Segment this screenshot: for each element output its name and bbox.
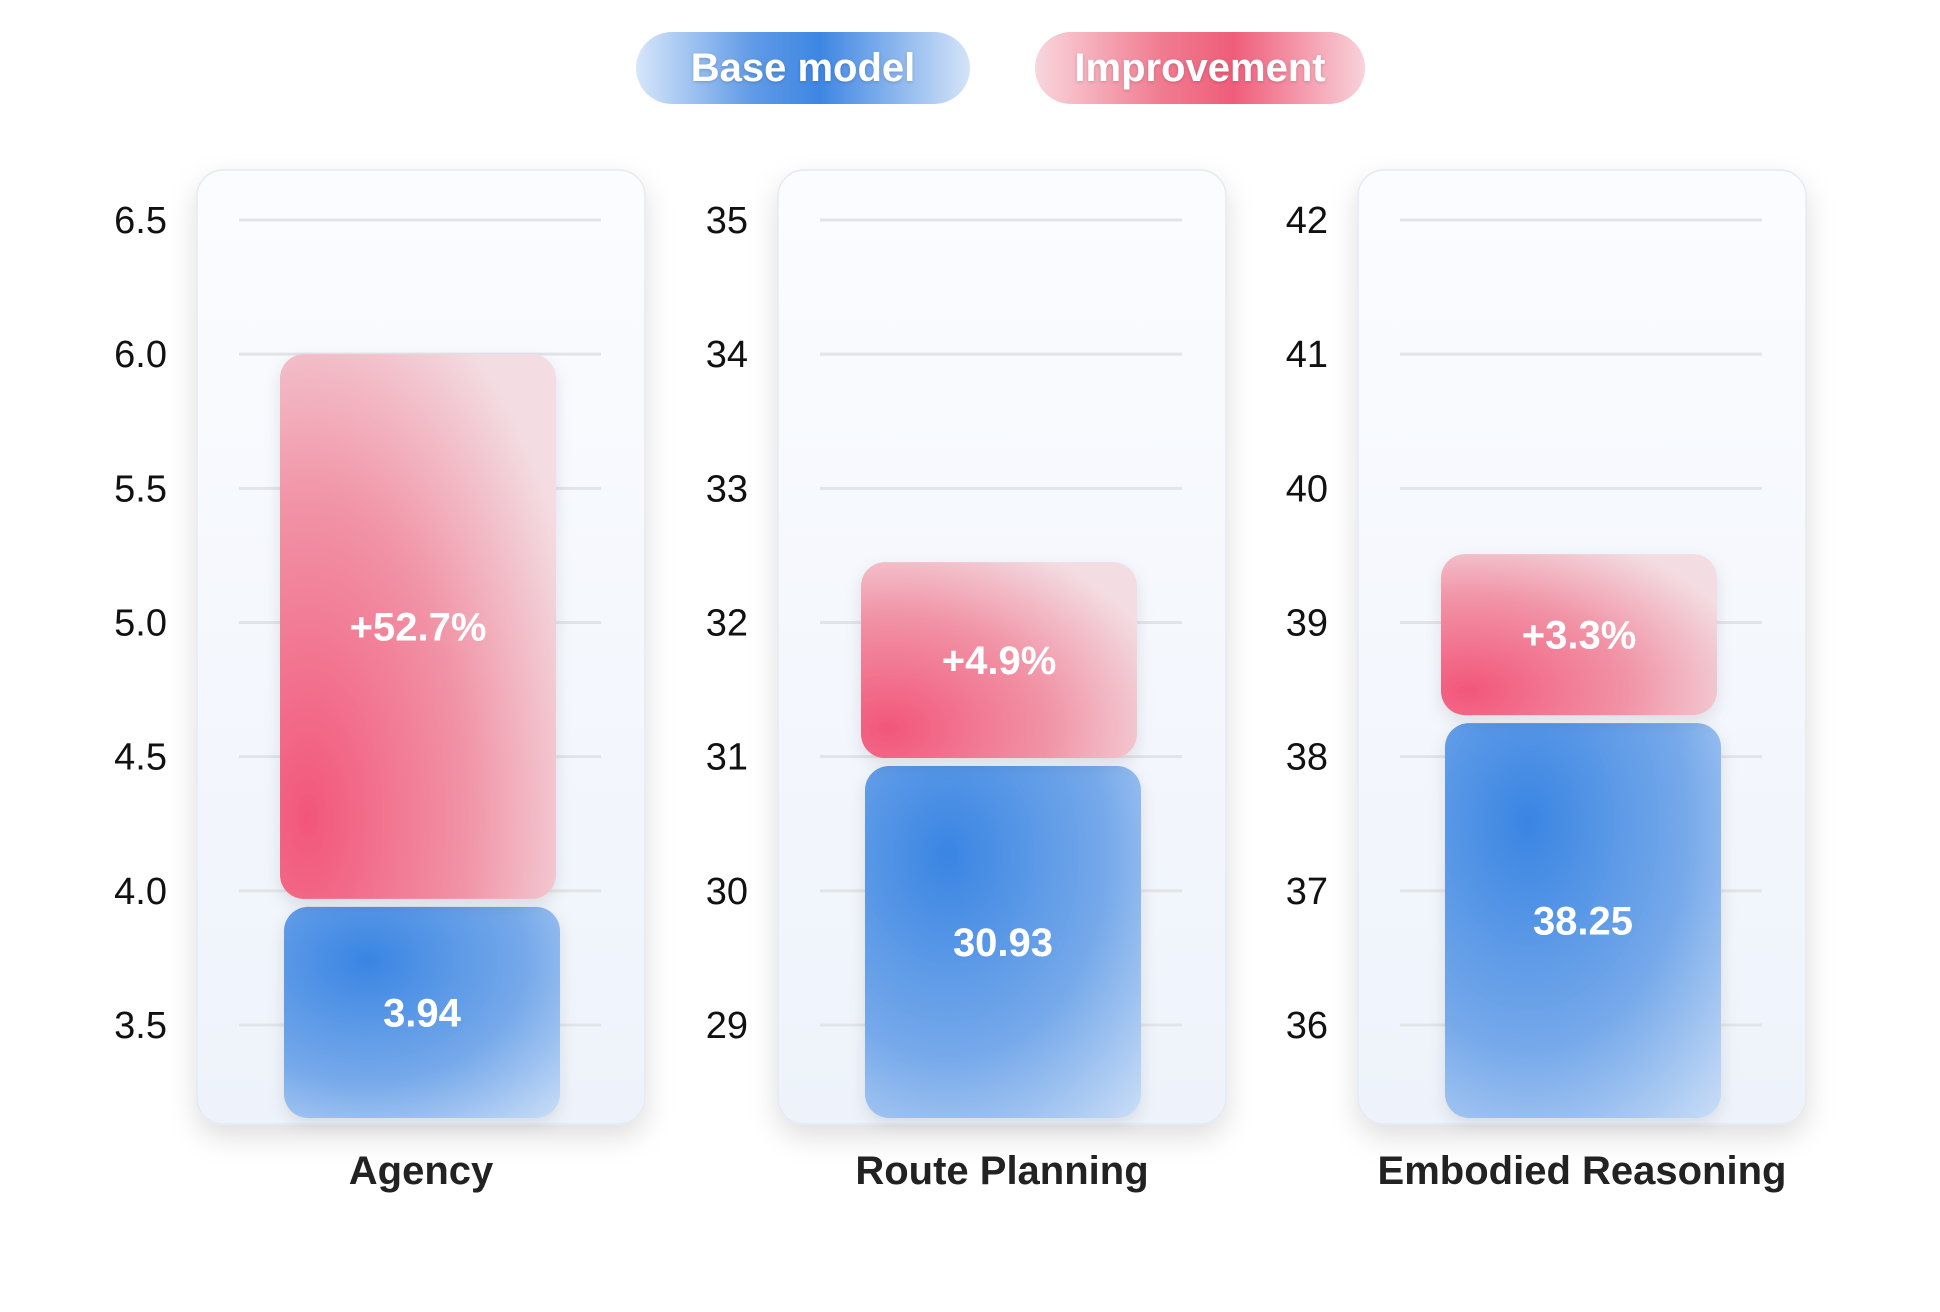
y-tick-label: 38 [1286, 737, 1328, 779]
y-tick-label: 6.5 [114, 200, 167, 242]
bar-base-model [865, 766, 1141, 1118]
y-tick-label: 32 [706, 603, 748, 645]
y-tick-label: 29 [706, 1005, 748, 1047]
y-tick-label: 6.0 [114, 334, 167, 376]
legend: Base model Improvement [0, 32, 1940, 106]
data-label-base-model: 3.94 [383, 991, 462, 1035]
y-tick-label: 5.5 [114, 468, 167, 510]
y-tick-label: 41 [1286, 334, 1328, 376]
y-tick-label: 4.5 [114, 737, 167, 779]
y-tick-label: 33 [706, 468, 748, 510]
y-tick-label: 34 [706, 334, 748, 376]
data-label-base-model: 30.93 [953, 921, 1053, 965]
y-tick-label: 30 [706, 871, 748, 913]
category-label: Embodied Reasoning [1378, 1149, 1787, 1193]
bar-improvement [861, 562, 1137, 759]
y-tick-label: 3.5 [114, 1005, 167, 1047]
bar-improvement [1441, 554, 1717, 716]
y-tick-label: 4.0 [114, 871, 167, 913]
y-tick-label: 37 [1286, 871, 1328, 913]
category-label: Route Planning [855, 1149, 1148, 1193]
data-label-base-model: 38.25 [1533, 900, 1633, 944]
y-tick-label: 39 [1286, 603, 1328, 645]
legend-base-model: Base model [636, 32, 970, 104]
chart-agency: 6.5 6.0 5.5 5.0 4.5 4.0 3.5 3.94 +52.7% Agency [114, 169, 646, 1193]
y-tick-label: 5.0 [114, 603, 167, 645]
y-tick-label: 40 [1286, 468, 1328, 510]
chart-route-planning: 35 34 33 32 31 30 29 30.93 +4.9% Route Planning [706, 169, 1227, 1193]
bar-base-model [1445, 723, 1721, 1118]
legend-improvement: Improvement [1035, 32, 1365, 104]
category-label: Agency [349, 1149, 494, 1193]
y-tick-label: 36 [1286, 1005, 1328, 1047]
data-label-improvement: +4.9% [942, 639, 1057, 683]
bar-improvement [280, 354, 556, 899]
y-tick-label: 42 [1286, 200, 1328, 242]
y-tick-label: 35 [706, 200, 748, 242]
data-label-improvement: +52.7% [350, 606, 487, 650]
chart-embodied-reasoning: 42 41 40 39 38 37 36 38.25 +3.3% Embodied Reasoni… [1286, 169, 1807, 1193]
y-tick-label: 31 [706, 737, 748, 779]
data-label-improvement: +3.3% [1522, 614, 1637, 658]
bar-base-model [284, 906, 560, 1118]
